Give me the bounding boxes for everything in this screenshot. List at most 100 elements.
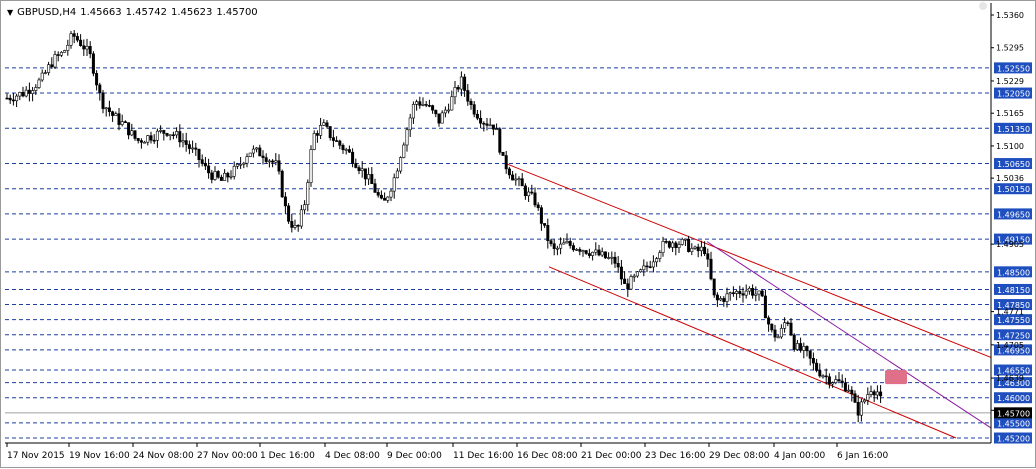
candle-body — [399, 157, 403, 172]
candle-body — [837, 379, 841, 382]
dropdown-triangle-icon[interactable]: ▼ — [7, 7, 14, 17]
candle-body — [770, 323, 774, 331]
candle — [437, 113, 441, 127]
candle-body — [594, 249, 598, 253]
level-label-box — [994, 208, 1032, 220]
current-price-box — [994, 407, 1032, 419]
candle — [5, 93, 9, 100]
candle-body — [651, 261, 655, 268]
candle-body — [690, 248, 694, 252]
candle-body — [24, 89, 28, 97]
candle — [840, 374, 844, 388]
candle-body — [629, 276, 633, 290]
candle — [165, 132, 169, 137]
candle — [667, 240, 671, 249]
symbol-label: GBPUSD,H4 — [17, 7, 77, 18]
candle — [783, 317, 787, 333]
candle — [178, 124, 182, 148]
time-label: 17 Nov 2015 — [7, 451, 65, 461]
candle — [728, 291, 732, 301]
candle — [111, 110, 115, 122]
candle — [856, 394, 860, 423]
candle-body — [475, 113, 479, 119]
level-label-box — [994, 364, 1032, 376]
candle — [552, 239, 556, 256]
candle — [296, 224, 300, 232]
chart-header: ▼ GBPUSD,H4 1.45663 1.45742 1.45623 1.45… — [7, 7, 258, 18]
candle — [827, 373, 831, 389]
candle — [495, 123, 499, 131]
candle-body — [168, 134, 172, 137]
candle — [155, 128, 159, 148]
candle-body — [194, 147, 198, 150]
candle-body — [223, 172, 227, 181]
price-tick-label: 1.5036 — [996, 174, 1024, 183]
candle-body — [786, 322, 790, 325]
candle-body — [274, 160, 278, 163]
candle-body — [344, 149, 348, 151]
candle-body — [203, 162, 207, 167]
candlestick-series — [5, 30, 883, 423]
candle-body — [530, 191, 534, 194]
candle-body — [645, 265, 649, 268]
candle — [703, 241, 707, 256]
candle — [440, 110, 444, 124]
candle — [181, 133, 185, 148]
candle — [411, 101, 415, 124]
candle — [280, 169, 284, 198]
level-label: 1.47550 — [997, 316, 1030, 325]
candle — [847, 384, 851, 392]
level-label: 1.45500 — [997, 419, 1030, 428]
candle-body — [683, 238, 687, 241]
candle-body — [731, 292, 735, 294]
candle-body — [725, 293, 729, 302]
candle — [584, 250, 588, 255]
candle-body — [767, 317, 771, 325]
open-value: 1.45663 — [80, 7, 122, 18]
candle-body — [72, 33, 76, 37]
candle — [511, 170, 515, 181]
candle — [696, 243, 700, 258]
candle — [50, 57, 54, 69]
candle-body — [299, 209, 303, 227]
candle — [536, 202, 540, 211]
chart-shift-icon[interactable] — [979, 2, 987, 10]
candle — [527, 187, 531, 202]
candle — [379, 190, 383, 200]
candle-body — [847, 389, 851, 392]
candle-body — [421, 104, 425, 106]
level-label: 1.52050 — [997, 90, 1030, 99]
candle — [85, 38, 89, 56]
current-price-label: 1.45700 — [997, 409, 1030, 418]
candle — [517, 176, 521, 187]
candle-body — [824, 375, 828, 378]
candle-body — [107, 107, 111, 112]
candle-body — [104, 107, 108, 110]
candle-body — [411, 104, 415, 119]
price-tick-label: 1.4705 — [996, 341, 1024, 350]
candle-body — [667, 241, 671, 248]
candle-body — [127, 122, 131, 136]
candle — [207, 158, 211, 179]
candle-body — [53, 54, 57, 68]
candle — [187, 140, 191, 155]
candle — [75, 32, 79, 43]
candle — [191, 140, 195, 153]
candle-body — [75, 36, 79, 41]
candle-body — [482, 122, 486, 125]
candle-body — [354, 163, 358, 168]
level-label: 1.49650 — [997, 210, 1030, 219]
candle — [693, 245, 697, 250]
candle — [677, 241, 681, 253]
candle — [456, 84, 460, 93]
candle-body — [792, 334, 796, 350]
candle-body — [754, 293, 758, 296]
candle-body — [424, 104, 428, 106]
candle-body — [843, 382, 847, 392]
candle — [514, 173, 518, 186]
candle-body — [123, 121, 127, 123]
candle — [658, 250, 662, 263]
candle — [472, 101, 476, 118]
